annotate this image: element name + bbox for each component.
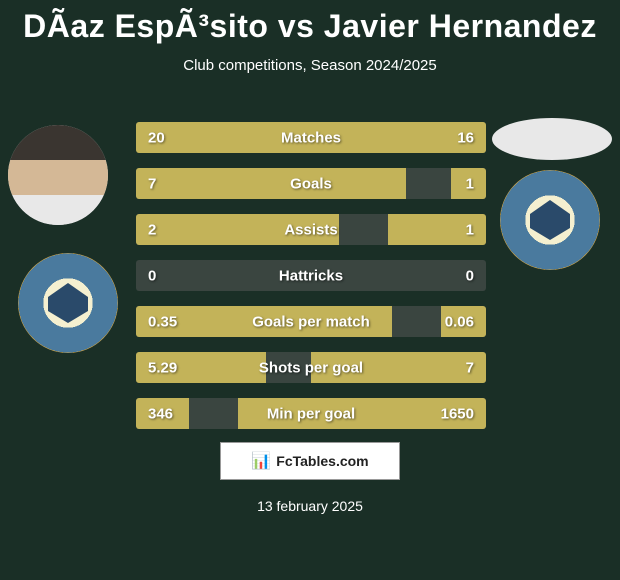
stat-row: 71Goals xyxy=(136,168,486,199)
player-right-avatar xyxy=(492,118,612,160)
stat-row: 5.297Shots per goal xyxy=(136,352,486,383)
page-subtitle: Club competitions, Season 2024/2025 xyxy=(0,57,620,74)
chart-icon: 📊 xyxy=(251,451,271,471)
stats-container: 2016Matches 71Goals 21Assists 00Hattricks 0.… xyxy=(136,122,486,444)
page-title: DÃ­az EspÃ³sito vs Javier Hernandez xyxy=(0,0,620,45)
stat-label: Assists xyxy=(136,221,486,238)
stat-row: 3461650Min per goal xyxy=(136,398,486,429)
logo-text: FcTables.com xyxy=(276,453,368,469)
stat-row: 00Hattricks xyxy=(136,260,486,291)
stat-label: Shots per goal xyxy=(136,359,486,376)
date-label: 13 february 2025 xyxy=(0,498,620,514)
player-photo-icon xyxy=(8,125,108,225)
shield-icon xyxy=(48,283,88,323)
stat-label: Min per goal xyxy=(136,405,486,422)
club-badge-right xyxy=(500,170,600,270)
site-logo[interactable]: 📊 FcTables.com xyxy=(220,442,400,480)
club-badge-left xyxy=(18,253,118,353)
stat-row: 2016Matches xyxy=(136,122,486,153)
stat-label: Hattricks xyxy=(136,267,486,284)
stat-label: Matches xyxy=(136,129,486,146)
player-left-avatar xyxy=(8,125,108,225)
shield-icon xyxy=(530,200,570,240)
stat-row: 21Assists xyxy=(136,214,486,245)
stat-row: 0.350.06Goals per match xyxy=(136,306,486,337)
stat-label: Goals xyxy=(136,175,486,192)
stat-label: Goals per match xyxy=(136,313,486,330)
